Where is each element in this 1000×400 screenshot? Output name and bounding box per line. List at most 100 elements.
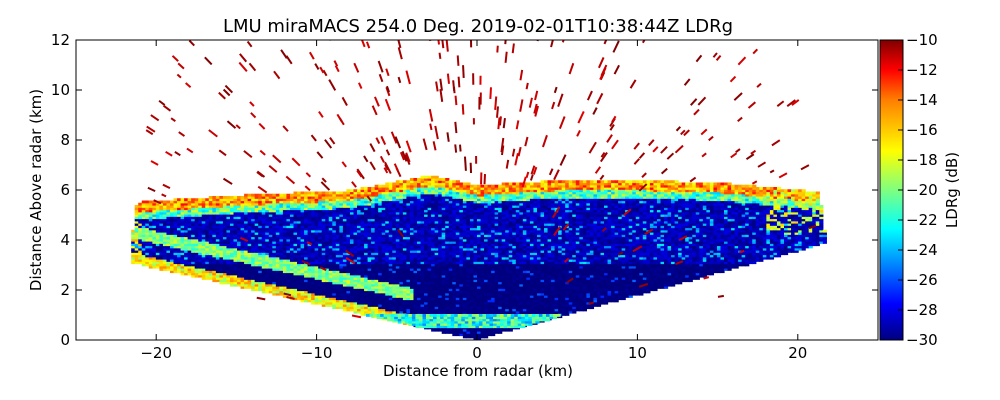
- data-cell: [374, 229, 379, 233]
- data-cell: [244, 277, 249, 280]
- data-cell: [159, 227, 164, 231]
- data-cell: [367, 286, 372, 289]
- data-cell: [328, 209, 333, 213]
- data-cell: [201, 218, 206, 222]
- data-cell: [279, 281, 284, 285]
- data-cell: [261, 288, 266, 292]
- data-cell: [357, 254, 362, 258]
- data-cell: [318, 261, 323, 265]
- data-cell: [187, 227, 192, 231]
- data-cell: [371, 261, 376, 265]
- data-cell: [268, 198, 273, 202]
- data-cell: [208, 259, 213, 262]
- data-cell: [360, 297, 365, 301]
- data-cell: [261, 225, 266, 229]
- data-cell: [152, 227, 157, 231]
- data-cell: [297, 216, 302, 220]
- data-cell: [346, 301, 351, 305]
- data-cell: [191, 241, 196, 244]
- data-cell: [244, 250, 249, 253]
- data-cell: [233, 247, 238, 251]
- data-cell: [155, 236, 161, 240]
- data-cell: [286, 241, 291, 244]
- data-cell: [194, 202, 199, 206]
- data-cell: [318, 220, 323, 224]
- data-cell: [374, 202, 379, 206]
- data-cell: [325, 229, 330, 233]
- data-cell: [314, 232, 319, 235]
- data-cell: [247, 232, 252, 235]
- data-cell: [240, 268, 245, 271]
- data-cell: [353, 301, 358, 305]
- data-cell: [265, 236, 270, 240]
- data-cell: [367, 243, 372, 247]
- data-cell: [353, 243, 358, 247]
- data-cell: [293, 292, 298, 296]
- data-cell: [191, 268, 196, 271]
- data-cell: [318, 299, 323, 303]
- data-cell: [282, 220, 288, 224]
- data-cell: [184, 202, 189, 206]
- data-cell: [240, 263, 245, 267]
- data-cell: [191, 272, 196, 276]
- data-cell: [339, 229, 344, 233]
- data-cell: [332, 256, 337, 260]
- data-cell: [138, 243, 143, 247]
- data-cell: [275, 234, 280, 238]
- data-cell: [237, 263, 242, 267]
- data-cell: [212, 245, 217, 249]
- data-cell: [258, 220, 263, 224]
- data-cell: [311, 288, 316, 292]
- data-cell: [374, 297, 379, 301]
- data-cell: [258, 238, 263, 242]
- data-cell: [215, 265, 220, 269]
- data-cell: [297, 225, 302, 229]
- data-cell: [300, 211, 305, 215]
- data-cell: [286, 272, 291, 276]
- data-cell: [314, 205, 319, 208]
- data-cell: [240, 214, 245, 217]
- data-cell: [289, 256, 295, 260]
- data-cell: [374, 299, 379, 303]
- data-cell: [335, 202, 340, 206]
- data-cell: [374, 254, 379, 258]
- data-cell: [289, 259, 295, 262]
- data-cell: [286, 259, 291, 262]
- data-cell: [145, 241, 150, 244]
- data-cell: [304, 205, 309, 208]
- data-cell: [371, 250, 376, 253]
- data-cell: [339, 238, 344, 242]
- data-cell: [332, 288, 337, 292]
- data-cell: [321, 277, 326, 280]
- data-cell: [233, 252, 238, 256]
- data-cell: [198, 272, 203, 276]
- data-cell: [353, 214, 358, 217]
- data-cell: [169, 232, 175, 235]
- data-cell: [177, 223, 182, 226]
- data-cell: [212, 263, 217, 267]
- data-cell: [194, 218, 199, 222]
- data-cell: [357, 265, 362, 269]
- data-cell: [353, 198, 358, 202]
- data-cell: [169, 205, 175, 208]
- data-cell: [244, 218, 249, 222]
- data-cell: [289, 270, 295, 274]
- data-cell: [194, 259, 199, 262]
- data-cell: [254, 245, 259, 249]
- data-cell: [325, 292, 330, 296]
- data-cell: [304, 263, 309, 267]
- data-cell: [335, 238, 340, 242]
- data-cell: [258, 263, 263, 267]
- data-cell: [282, 245, 288, 249]
- data-cell: [353, 297, 358, 301]
- data-cell: [258, 216, 263, 220]
- data-cell: [244, 193, 249, 197]
- data-cell: [304, 214, 309, 217]
- data-cell: [289, 214, 295, 217]
- data-cell: [304, 290, 309, 294]
- data-cell: [325, 277, 330, 280]
- data-cell: [325, 220, 330, 224]
- data-cell: [180, 202, 185, 206]
- data-cell: [134, 259, 139, 262]
